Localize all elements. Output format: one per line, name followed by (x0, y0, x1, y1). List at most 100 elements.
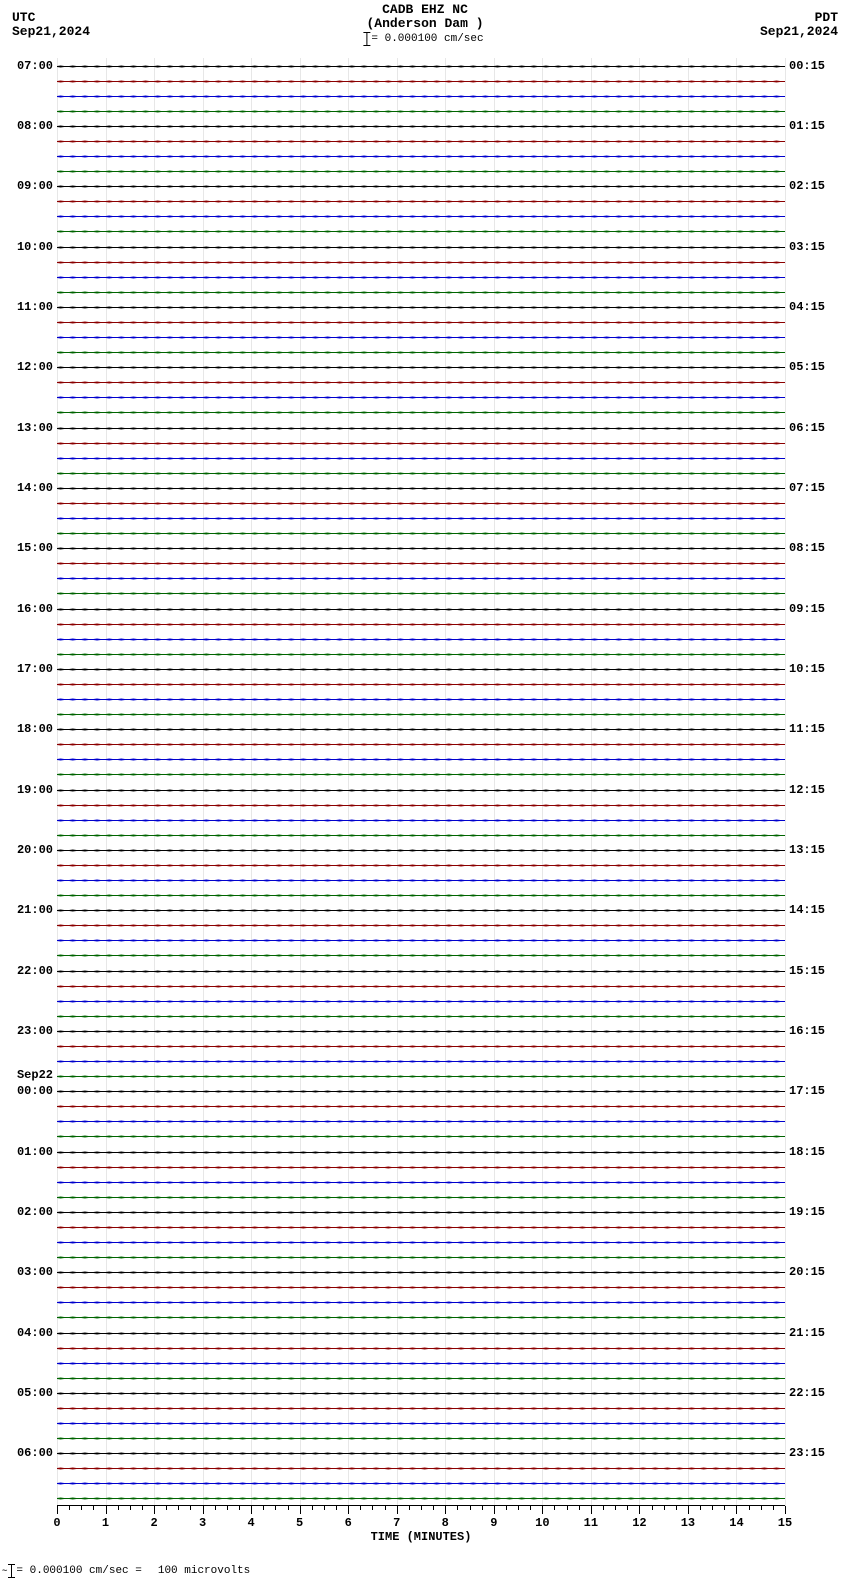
utc-time-label: 05:00 (17, 1386, 53, 1400)
trace-line (57, 850, 785, 851)
day-change-label: Sep22 (17, 1068, 53, 1082)
x-tick-minor (190, 1506, 191, 1510)
x-tick-major (785, 1506, 786, 1514)
trace-line (57, 518, 785, 519)
x-tick-label: 1 (102, 1516, 109, 1530)
trace-line (57, 111, 785, 112)
trace-line (57, 1016, 785, 1017)
x-tick-minor (724, 1506, 725, 1510)
x-tick-minor (372, 1506, 373, 1510)
x-tick-label: 0 (53, 1516, 60, 1530)
trace-line (57, 141, 785, 142)
pdt-time-label: 01:15 (789, 119, 825, 133)
trace-line (57, 1227, 785, 1228)
trace-line (57, 337, 785, 338)
trace-line (57, 412, 785, 413)
x-tick-minor (700, 1506, 701, 1510)
x-tick-label: 13 (681, 1516, 695, 1530)
x-tick-minor (457, 1506, 458, 1510)
x-tick-label: 15 (778, 1516, 792, 1530)
pdt-time-label: 19:15 (789, 1205, 825, 1219)
scale-text: = 0.000100 cm/sec (371, 33, 483, 45)
utc-time-label: 03:00 (17, 1265, 53, 1279)
station-title: CADB EHZ NC (382, 2, 468, 17)
x-tick-minor (239, 1506, 240, 1510)
x-tick-minor (627, 1506, 628, 1510)
pdt-time-label: 23:15 (789, 1446, 825, 1460)
trace-line (57, 473, 785, 474)
trace-line (57, 805, 785, 806)
x-tick-major (154, 1506, 155, 1514)
trace-line (57, 654, 785, 655)
x-tick-major (203, 1506, 204, 1514)
pdt-time-label: 20:15 (789, 1265, 825, 1279)
x-tick-minor (118, 1506, 119, 1510)
utc-time-label: 11:00 (17, 300, 53, 314)
x-tick-label: 11 (584, 1516, 598, 1530)
pdt-time-label: 11:15 (789, 722, 825, 736)
x-tick-minor (421, 1506, 422, 1510)
x-tick-major (106, 1506, 107, 1514)
footer-text2: 100 microvolts (158, 1565, 250, 1577)
utc-time-label: 02:00 (17, 1205, 53, 1219)
trace-line (57, 367, 785, 368)
x-tick-major (397, 1506, 398, 1514)
x-axis: TIME (MINUTES) 0123456789101112131415 (57, 1505, 785, 1536)
trace-line (57, 1257, 785, 1258)
trace-line (57, 231, 785, 232)
pdt-time-label: 22:15 (789, 1386, 825, 1400)
x-tick-minor (360, 1506, 361, 1510)
trace-line (57, 1167, 785, 1168)
utc-time-label: 14:00 (17, 481, 53, 495)
x-tick-minor (676, 1506, 677, 1510)
trace-line (57, 488, 785, 489)
x-tick-minor (215, 1506, 216, 1510)
x-tick-minor (603, 1506, 604, 1510)
trace-line (57, 382, 785, 383)
x-tick-major (639, 1506, 640, 1514)
trace-line (57, 201, 785, 202)
x-tick-minor (518, 1506, 519, 1510)
x-tick-minor (166, 1506, 167, 1510)
trace-line (57, 1152, 785, 1153)
trace-line (57, 458, 785, 459)
trace-line (57, 66, 785, 67)
utc-time-label: 19:00 (17, 783, 53, 797)
footer-scale-bar-icon (11, 1564, 12, 1578)
utc-time-label: 08:00 (17, 119, 53, 133)
pdt-time-label: 07:15 (789, 481, 825, 495)
trace-line (57, 1061, 785, 1062)
x-tick-label: 6 (345, 1516, 352, 1530)
pdt-time-label: 05:15 (789, 360, 825, 374)
trace-line (57, 1091, 785, 1092)
x-tick-minor (324, 1506, 325, 1510)
trace-line (57, 1121, 785, 1122)
trace-line (57, 1001, 785, 1002)
trace-line (57, 171, 785, 172)
trace-line (57, 1242, 785, 1243)
utc-time-label: 20:00 (17, 843, 53, 857)
trace-line (57, 955, 785, 956)
trace-line (57, 669, 785, 670)
x-tick-label: 5 (296, 1516, 303, 1530)
x-tick-major (348, 1506, 349, 1514)
pdt-time-label: 09:15 (789, 602, 825, 616)
x-tick-minor (664, 1506, 665, 1510)
x-tick-minor (385, 1506, 386, 1510)
trace-line (57, 322, 785, 323)
trace-line (57, 684, 785, 685)
pdt-time-label: 21:15 (789, 1326, 825, 1340)
utc-time-label: 22:00 (17, 964, 53, 978)
trace-line (57, 1363, 785, 1364)
x-tick-minor (336, 1506, 337, 1510)
x-tick-label: 3 (199, 1516, 206, 1530)
utc-time-label: 16:00 (17, 602, 53, 616)
x-tick-minor (69, 1506, 70, 1510)
x-tick-minor (482, 1506, 483, 1510)
x-tick-minor (227, 1506, 228, 1510)
x-tick-label: 2 (150, 1516, 157, 1530)
trace-line (57, 835, 785, 836)
x-tick-major (251, 1506, 252, 1514)
x-tick-minor (652, 1506, 653, 1510)
x-tick-minor (773, 1506, 774, 1510)
